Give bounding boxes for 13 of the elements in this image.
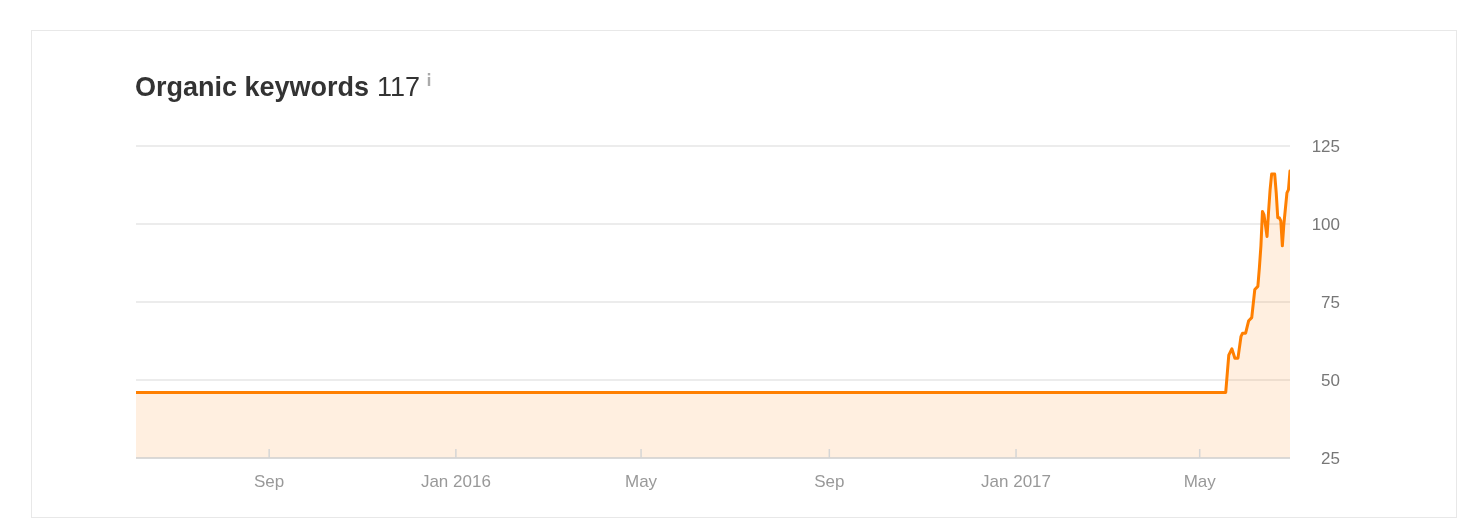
chart-title: Organic keywords	[135, 71, 370, 104]
y-tick-label: 75	[1321, 292, 1340, 312]
x-tick-label: Sep	[814, 472, 845, 491]
x-tick-label: May	[1183, 472, 1217, 491]
y-tick-label: 125	[1311, 136, 1340, 156]
y-tick-label: 25	[1321, 448, 1340, 468]
x-tick-label: May	[625, 472, 658, 491]
x-tick-label: Sep	[254, 472, 285, 491]
y-tick-label: 50	[1321, 370, 1340, 390]
chart-subtitle: 117	[377, 71, 421, 104]
y-tick-label: 100	[1311, 214, 1340, 234]
x-tick-label: Jan 2017	[981, 472, 1052, 491]
x-tick-label: Jan 2016	[420, 472, 491, 491]
